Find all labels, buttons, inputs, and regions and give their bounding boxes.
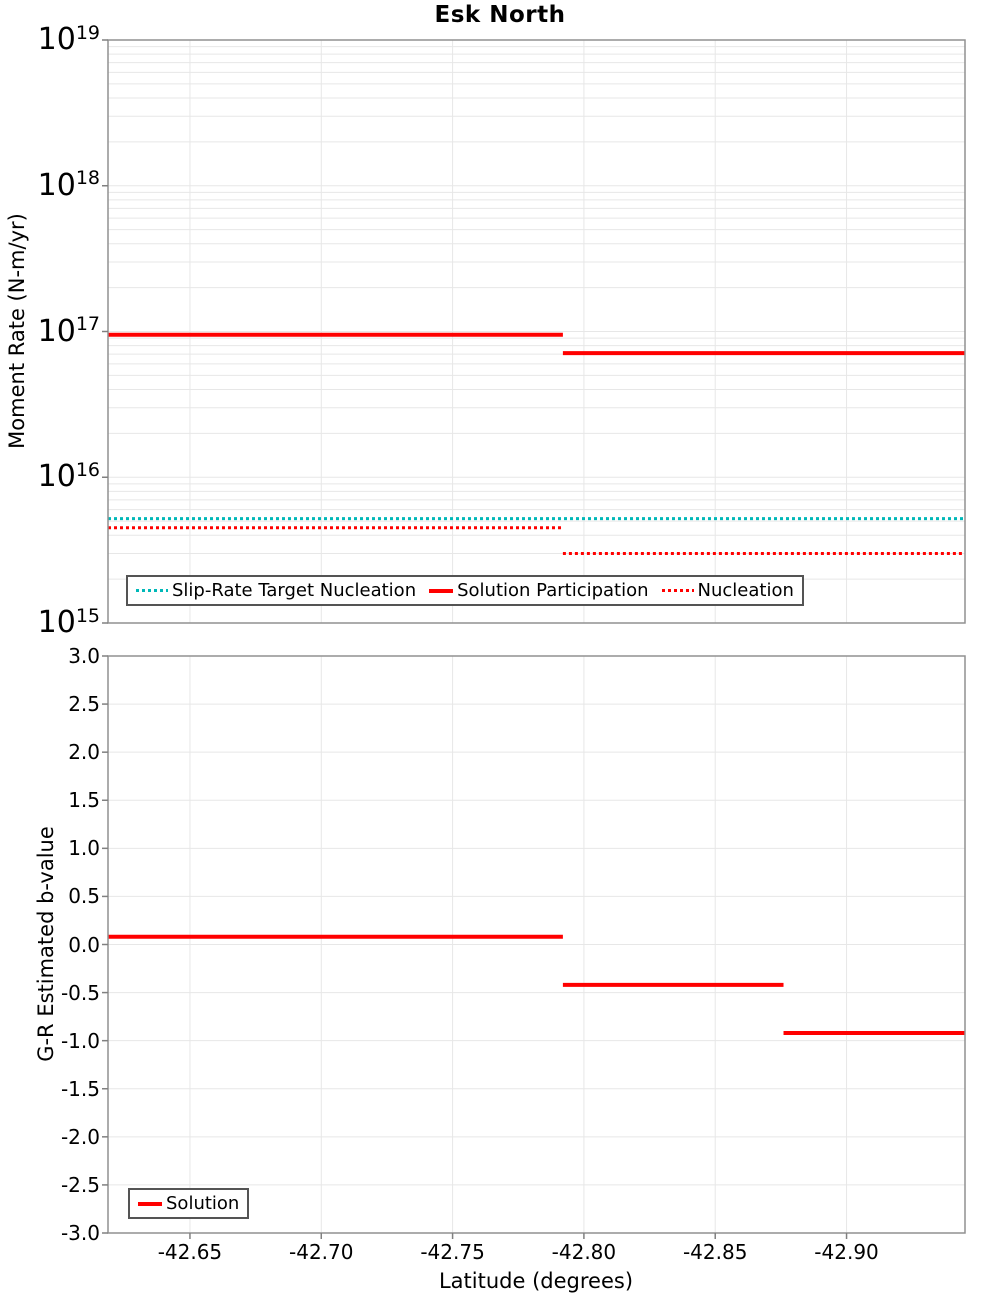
- x-tick-label: -42.85: [682, 1240, 748, 1264]
- y-tick-label: 2.0: [68, 740, 100, 765]
- legend-label: Nucleation: [697, 580, 794, 601]
- solid-line-swatch-icon: [429, 588, 454, 593]
- legend-item: Solution Participation: [429, 580, 649, 601]
- y-tick-label: -2.5: [60, 1172, 100, 1197]
- y-tick-label: -2.0: [60, 1124, 100, 1149]
- legend-label: Slip-Rate Target Nucleation: [172, 580, 417, 601]
- x-axis-title: Latitude (degrees): [438, 1269, 634, 1293]
- y-tick-label: 1015: [37, 604, 100, 640]
- y-tick-label: 3.0: [68, 644, 100, 668]
- y-tick-label: 1017: [37, 313, 100, 349]
- y-tick-label: 1019: [37, 21, 100, 57]
- y-tick-label: -0.5: [60, 980, 100, 1005]
- y-tick-label: -3.0: [60, 1221, 100, 1245]
- y-tick-label: 0.5: [68, 884, 100, 909]
- x-tick-label: -42.90: [814, 1240, 879, 1264]
- legend-item: Nucleation: [661, 580, 794, 601]
- x-tick-label: -42.75: [420, 1240, 485, 1264]
- y-tick-label: 1.5: [68, 788, 100, 813]
- x-tick-label: -42.70: [289, 1240, 354, 1264]
- legend-label: Solution Participation: [457, 580, 649, 601]
- y-tick-label: 1016: [37, 458, 100, 495]
- y-tick-label: 1.0: [68, 836, 100, 861]
- y-tick-label: 0.0: [68, 932, 100, 957]
- x-tick-label: -42.80: [551, 1240, 617, 1264]
- y-tick-label: -1.5: [60, 1076, 100, 1101]
- legend-item: Solution: [138, 1193, 239, 1214]
- y-tick-label: 1018: [37, 167, 100, 203]
- y-tick-label: 2.5: [68, 692, 100, 717]
- chart-title: Esk North: [434, 2, 566, 28]
- solid-line-swatch-icon: [138, 1201, 162, 1206]
- top-plot-legend: Slip-Rate Target Nucleation Solution Part…: [126, 575, 804, 606]
- legend-item: Slip-Rate Target Nucleation: [136, 580, 416, 601]
- dotted-line-swatch-icon: [661, 589, 694, 592]
- legend-label: Solution: [166, 1193, 240, 1214]
- x-tick-label: -42.65: [157, 1240, 223, 1264]
- dotted-line-swatch-icon: [136, 589, 168, 592]
- bottom-plot-legend: Solution: [128, 1188, 250, 1219]
- y-tick-label: -1.0: [60, 1028, 100, 1053]
